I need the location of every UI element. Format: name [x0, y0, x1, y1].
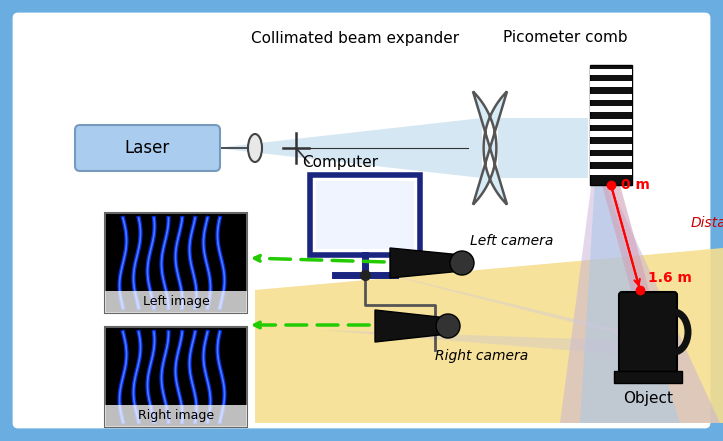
- Bar: [105, 291, 247, 313]
- Bar: [590, 65, 632, 185]
- Bar: [105, 327, 247, 427]
- Text: Laser: Laser: [124, 139, 170, 157]
- Text: Left image: Left image: [142, 295, 210, 309]
- Text: Distance: Distance: [691, 216, 723, 230]
- Bar: [105, 405, 247, 427]
- Polygon shape: [255, 248, 723, 423]
- Text: Computer: Computer: [302, 156, 378, 171]
- Polygon shape: [560, 180, 720, 423]
- Bar: [614, 371, 682, 383]
- Circle shape: [450, 251, 474, 275]
- Polygon shape: [350, 265, 680, 350]
- Bar: [590, 106, 632, 112]
- Ellipse shape: [248, 134, 262, 162]
- Text: Right image: Right image: [138, 410, 214, 422]
- Bar: [590, 144, 632, 149]
- Bar: [105, 213, 247, 313]
- Bar: [590, 168, 632, 175]
- Polygon shape: [498, 118, 588, 178]
- Bar: [590, 131, 632, 137]
- Polygon shape: [473, 91, 507, 205]
- FancyBboxPatch shape: [310, 175, 420, 255]
- Text: 1.6 m: 1.6 m: [648, 271, 692, 285]
- Polygon shape: [215, 118, 482, 178]
- Bar: [590, 69, 632, 75]
- FancyBboxPatch shape: [619, 292, 677, 373]
- Bar: [590, 82, 632, 87]
- Text: Right camera: Right camera: [435, 349, 529, 363]
- FancyBboxPatch shape: [14, 14, 709, 427]
- Text: Picometer comb: Picometer comb: [502, 30, 628, 45]
- FancyBboxPatch shape: [75, 125, 220, 171]
- Polygon shape: [602, 185, 649, 290]
- Bar: [590, 119, 632, 125]
- Bar: [590, 94, 632, 100]
- Text: Left camera: Left camera: [470, 234, 553, 248]
- Circle shape: [436, 314, 460, 338]
- Polygon shape: [320, 330, 690, 360]
- Text: 0 m: 0 m: [621, 178, 650, 192]
- Polygon shape: [375, 310, 448, 342]
- Bar: [590, 156, 632, 162]
- Polygon shape: [390, 248, 462, 278]
- Text: Object: Object: [623, 390, 673, 406]
- Text: Collimated beam expander: Collimated beam expander: [251, 30, 459, 45]
- Bar: [316, 181, 414, 249]
- Polygon shape: [580, 180, 680, 423]
